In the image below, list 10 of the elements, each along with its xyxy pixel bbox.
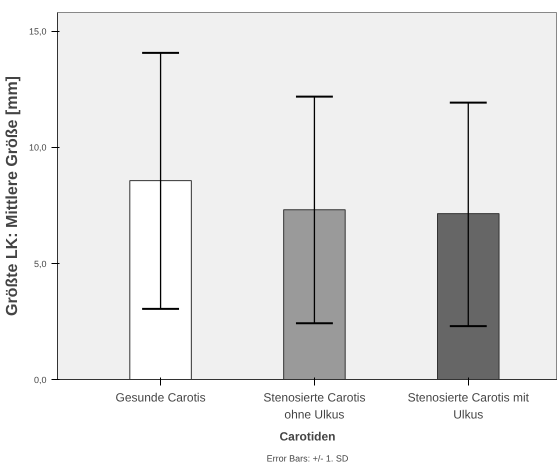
y-tick-label: 10,0 xyxy=(28,142,47,153)
x-tick-label: Stenosierte Carotis mit Ulkus xyxy=(408,390,530,422)
y-axis-title: Größte LK: Mittlere Größe [mm] xyxy=(4,76,21,316)
text: Error Bars: +/- 1. SD xyxy=(266,454,349,464)
x-tick-label: Stenosierte Carotis ohne Ulkus xyxy=(263,390,366,422)
y-tick-label: 15,0 xyxy=(28,26,47,37)
x-axis-title: Carotiden xyxy=(280,429,336,444)
y-tick-label: 0,0 xyxy=(34,375,47,385)
x-tick-label: Gesunde Carotis xyxy=(116,390,206,404)
y-tick-label: 5,0 xyxy=(34,258,47,269)
